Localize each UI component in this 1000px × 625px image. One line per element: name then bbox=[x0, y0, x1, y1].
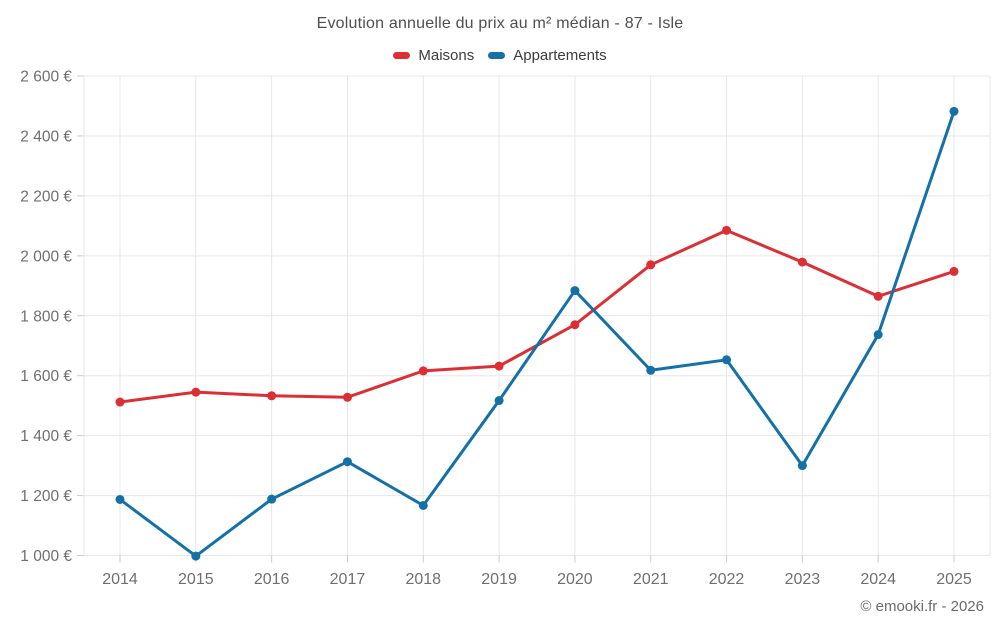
y-axis-label: 2 200 € bbox=[20, 188, 72, 205]
x-axis-label: 2021 bbox=[633, 571, 669, 588]
data-point-appartements-2015[interactable] bbox=[191, 551, 201, 561]
data-point-appartements-2021[interactable] bbox=[646, 365, 656, 375]
legend-label-maisons: Maisons bbox=[418, 46, 475, 64]
x-axis-label: 2020 bbox=[557, 571, 593, 588]
y-axis-label: 1 800 € bbox=[20, 308, 72, 325]
data-point-appartements-2020[interactable] bbox=[570, 286, 580, 296]
data-point-maisons-2024[interactable] bbox=[873, 291, 883, 301]
copyright-text: © emooki.fr - 2026 bbox=[860, 598, 984, 615]
y-axis-label: 1 400 € bbox=[20, 428, 72, 445]
y-axis-label: 2 400 € bbox=[20, 128, 72, 145]
maisons-color-swatch-icon bbox=[393, 51, 411, 59]
data-point-maisons-2018[interactable] bbox=[418, 366, 428, 376]
x-axis-label: 2019 bbox=[481, 571, 517, 588]
chart-legend: Maisons Appartements bbox=[0, 44, 1000, 66]
chart-title: Evolution annuelle du prix au m² médian … bbox=[316, 15, 684, 32]
data-point-maisons-2020[interactable] bbox=[570, 320, 580, 330]
x-axis-label: 2025 bbox=[936, 571, 972, 588]
x-axis-label: 2014 bbox=[102, 571, 138, 588]
appartements-color-swatch-icon bbox=[488, 51, 506, 59]
data-point-maisons-2021[interactable] bbox=[646, 260, 656, 270]
y-axis-label: 2 600 € bbox=[20, 69, 72, 86]
data-point-appartements-2023[interactable] bbox=[797, 461, 807, 471]
data-point-appartements-2025[interactable] bbox=[949, 106, 959, 116]
x-axis-label: 2017 bbox=[330, 571, 366, 588]
data-point-appartements-2014[interactable] bbox=[115, 494, 125, 504]
x-axis-label: 2015 bbox=[178, 571, 214, 588]
data-point-appartements-2022[interactable] bbox=[722, 355, 732, 365]
data-point-maisons-2016[interactable] bbox=[267, 391, 277, 401]
data-point-appartements-2018[interactable] bbox=[418, 500, 428, 510]
y-axis-label: 1 000 € bbox=[20, 548, 72, 565]
data-point-maisons-2017[interactable] bbox=[342, 392, 352, 402]
data-point-appartements-2016[interactable] bbox=[267, 494, 277, 504]
data-point-appartements-2019[interactable] bbox=[494, 396, 504, 406]
x-axis-label: 2024 bbox=[860, 571, 896, 588]
data-point-maisons-2025[interactable] bbox=[949, 266, 959, 276]
data-point-maisons-2022[interactable] bbox=[722, 225, 732, 235]
x-axis-label: 2022 bbox=[709, 571, 745, 588]
data-point-maisons-2019[interactable] bbox=[494, 361, 504, 371]
data-point-maisons-2014[interactable] bbox=[115, 397, 125, 407]
legend-label-appartements: Appartements bbox=[513, 46, 607, 64]
y-axis-label: 2 000 € bbox=[20, 248, 72, 265]
x-axis-label: 2018 bbox=[405, 571, 441, 588]
y-axis-label: 1 600 € bbox=[20, 368, 72, 385]
legend-item-appartements[interactable]: Appartements bbox=[488, 46, 607, 64]
x-axis-label: 2023 bbox=[785, 571, 821, 588]
data-point-appartements-2024[interactable] bbox=[873, 330, 883, 340]
data-point-appartements-2017[interactable] bbox=[342, 457, 352, 467]
legend-item-maisons[interactable]: Maisons bbox=[393, 47, 474, 64]
data-point-maisons-2023[interactable] bbox=[797, 257, 807, 267]
y-axis-label: 1 200 € bbox=[20, 488, 72, 505]
data-point-maisons-2015[interactable] bbox=[191, 387, 201, 397]
series-line-appartements bbox=[118, 109, 956, 558]
x-axis-label: 2016 bbox=[254, 571, 290, 588]
